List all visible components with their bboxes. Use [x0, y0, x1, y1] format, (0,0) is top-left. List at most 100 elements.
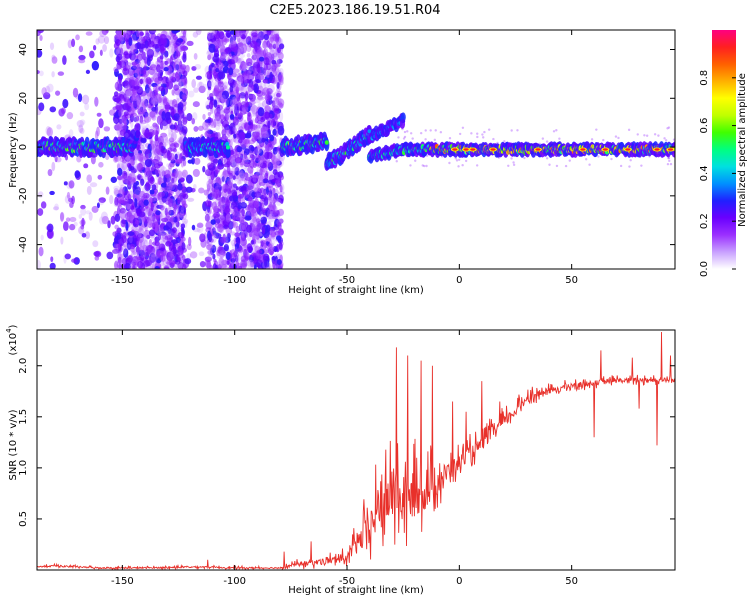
- spectrogram-blob: [153, 193, 160, 202]
- spectrogram-blob: [228, 67, 234, 76]
- spectrogram-blob: [277, 125, 285, 136]
- spectrogram-blob: [114, 213, 121, 222]
- spectrogram-blob: [249, 108, 256, 118]
- spectrogram-blob: [157, 250, 164, 259]
- spectrogram-blob: [127, 236, 134, 245]
- spectrogram-blob: [150, 63, 157, 70]
- spectrogram-blob: [154, 86, 158, 97]
- spectrogram-blob: [269, 199, 275, 207]
- spectrogram-blob: [129, 205, 135, 210]
- spectrogram-blob: [116, 125, 121, 131]
- spectrogram-blob: [208, 232, 213, 243]
- spectrogram-blob: [130, 263, 134, 269]
- spectrogram-blob: [272, 210, 280, 216]
- spectrogram-blob: [261, 126, 267, 134]
- spectrogram-blob: [243, 76, 248, 86]
- spectrogram-blob: [159, 33, 167, 44]
- spectrogram-blob: [221, 170, 229, 178]
- spectrogram-blob: [177, 212, 184, 218]
- spectrogram-blob: [49, 42, 55, 50]
- spectrogram-blob: [122, 67, 130, 76]
- spectrogram-blob: [121, 81, 129, 87]
- spectrogram-blob: [199, 233, 206, 243]
- spectrogram-blob: [122, 176, 127, 183]
- spectrogram-blob: [167, 228, 172, 239]
- spectrogram-blob: [113, 187, 119, 197]
- spectrogram-blob: [276, 92, 281, 98]
- spectrogram-blob: [159, 93, 163, 103]
- spectrogram-blob: [455, 159, 459, 162]
- spectrogram-blob: [89, 182, 98, 188]
- spectrogram-blob: [275, 199, 282, 206]
- spectrogram-blob: [261, 207, 267, 213]
- spectrogram-blob: [247, 174, 252, 181]
- spectrogram-blob: [256, 131, 260, 138]
- spectrogram-blob: [154, 137, 159, 147]
- spectrogram-blob: [158, 191, 166, 197]
- spectrogram-blob: [138, 238, 143, 247]
- spectrogram-blob: [177, 124, 183, 132]
- spectrogram-blob: [158, 85, 165, 92]
- spectrogram-blob: [77, 93, 83, 102]
- spectrogram-blob: [89, 50, 95, 59]
- spectrogram-blob: [251, 252, 257, 257]
- spectrogram-blob: [145, 102, 151, 108]
- spectrogram-blob: [156, 172, 160, 177]
- spectrogram-blob: [110, 215, 116, 225]
- spectrogram-blob: [192, 31, 199, 38]
- spectrogram-blob: [166, 251, 174, 262]
- spectrogram-blob: [221, 251, 227, 256]
- spectrogram-blob: [219, 259, 227, 267]
- spectrogram-blob: [568, 159, 571, 162]
- spectrogram-blob: [218, 41, 223, 49]
- spectrogram-blob: [78, 226, 85, 235]
- spectrogram-blob: [270, 242, 275, 252]
- spectrogram-blob: [210, 219, 216, 225]
- spectrogram-blob: [145, 112, 151, 120]
- spectrogram-blob: [121, 165, 129, 172]
- spectrogram-blob: [181, 200, 187, 207]
- spectrogram-blob: [131, 255, 139, 266]
- spectrogram-blob: [154, 266, 160, 269]
- spectrogram-blob: [278, 111, 284, 122]
- spectrogram-blob: [149, 125, 158, 130]
- spectrogram-blob: [270, 102, 274, 112]
- spectrogram-blob: [202, 113, 206, 120]
- spectrogram-blob: [131, 171, 136, 179]
- spectrogram-blob: [247, 259, 255, 268]
- spectrogram-blob: [125, 30, 130, 39]
- spectrogram-blob: [145, 181, 150, 191]
- spectrogram-blob: [243, 152, 248, 162]
- spectrogram-blob: [154, 225, 161, 234]
- spectrogram-blob: [46, 223, 54, 233]
- spectrogram-blob: [640, 164, 643, 167]
- spectrogram-blob: [123, 51, 129, 56]
- spectrogram-blob: [177, 231, 185, 239]
- spectrogram-blob: [39, 34, 43, 41]
- spectrogram-blob: [114, 196, 119, 206]
- spectrogram-blob: [277, 229, 285, 236]
- spectrogram-blob: [248, 94, 255, 99]
- spectrogram-blob: [178, 122, 185, 128]
- spectrogram-blob: [144, 207, 151, 218]
- spectrogram-blob: [182, 53, 187, 63]
- spectrogram-blob: [144, 128, 150, 139]
- spectrogram-blob: [133, 263, 137, 269]
- spectrogram-blob: [164, 185, 172, 191]
- spectrogram-blob: [73, 221, 78, 227]
- spectrogram-blob: [261, 137, 266, 143]
- spectrogram-blob: [129, 236, 133, 244]
- spectrogram-blob: [228, 195, 237, 202]
- spectrogram-blob: [457, 158, 461, 162]
- spectrogram-blob: [628, 165, 631, 168]
- spectrogram-blob: [133, 72, 138, 78]
- spectrogram-blob: [223, 188, 228, 193]
- spectrogram-blob: [144, 98, 149, 107]
- spectrogram-blob: [231, 160, 237, 167]
- spectrogram-blob: [126, 162, 132, 168]
- spectrogram-blob: [138, 102, 146, 112]
- spectrogram-blob: [181, 218, 189, 225]
- spectrogram-blob: [236, 146, 243, 153]
- spectrogram-blob: [274, 179, 281, 189]
- spectrogram-blob: [183, 121, 187, 130]
